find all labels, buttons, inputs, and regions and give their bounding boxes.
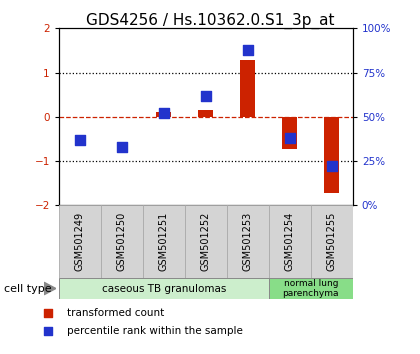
Text: percentile rank within the sample: percentile rank within the sample	[67, 326, 243, 336]
Point	[45, 310, 52, 316]
Text: caseous TB granulomas: caseous TB granulomas	[102, 284, 226, 293]
Text: GSM501254: GSM501254	[285, 212, 295, 271]
Text: GDS4256 / Hs.10362.0.S1_3p_at: GDS4256 / Hs.10362.0.S1_3p_at	[86, 12, 334, 29]
Point	[328, 164, 335, 169]
Bar	[101, 205, 143, 278]
Bar	[227, 205, 269, 278]
Point	[76, 137, 83, 143]
Text: GSM501255: GSM501255	[327, 212, 337, 271]
Text: GSM501249: GSM501249	[75, 212, 85, 271]
Bar	[241, 60, 255, 117]
Point	[118, 144, 125, 150]
Bar	[185, 205, 227, 278]
Text: GSM501251: GSM501251	[159, 212, 169, 271]
Point	[286, 135, 293, 141]
Text: GSM501252: GSM501252	[201, 212, 211, 271]
Text: GSM501250: GSM501250	[117, 212, 127, 271]
Bar	[269, 205, 311, 278]
Bar	[59, 278, 269, 299]
Bar	[325, 117, 339, 193]
Bar	[156, 113, 171, 117]
Text: transformed count: transformed count	[67, 308, 164, 318]
Polygon shape	[44, 282, 56, 295]
Bar	[59, 205, 101, 278]
Bar	[143, 205, 185, 278]
Bar	[199, 110, 213, 117]
Point	[244, 47, 251, 52]
Bar	[283, 117, 297, 149]
Point	[45, 328, 52, 334]
Text: normal lung
parenchyma: normal lung parenchyma	[283, 279, 339, 298]
Text: cell type: cell type	[4, 284, 52, 293]
Point	[202, 93, 209, 98]
Point	[160, 110, 167, 116]
Bar	[311, 205, 353, 278]
Bar	[269, 278, 353, 299]
Text: GSM501253: GSM501253	[243, 212, 253, 271]
